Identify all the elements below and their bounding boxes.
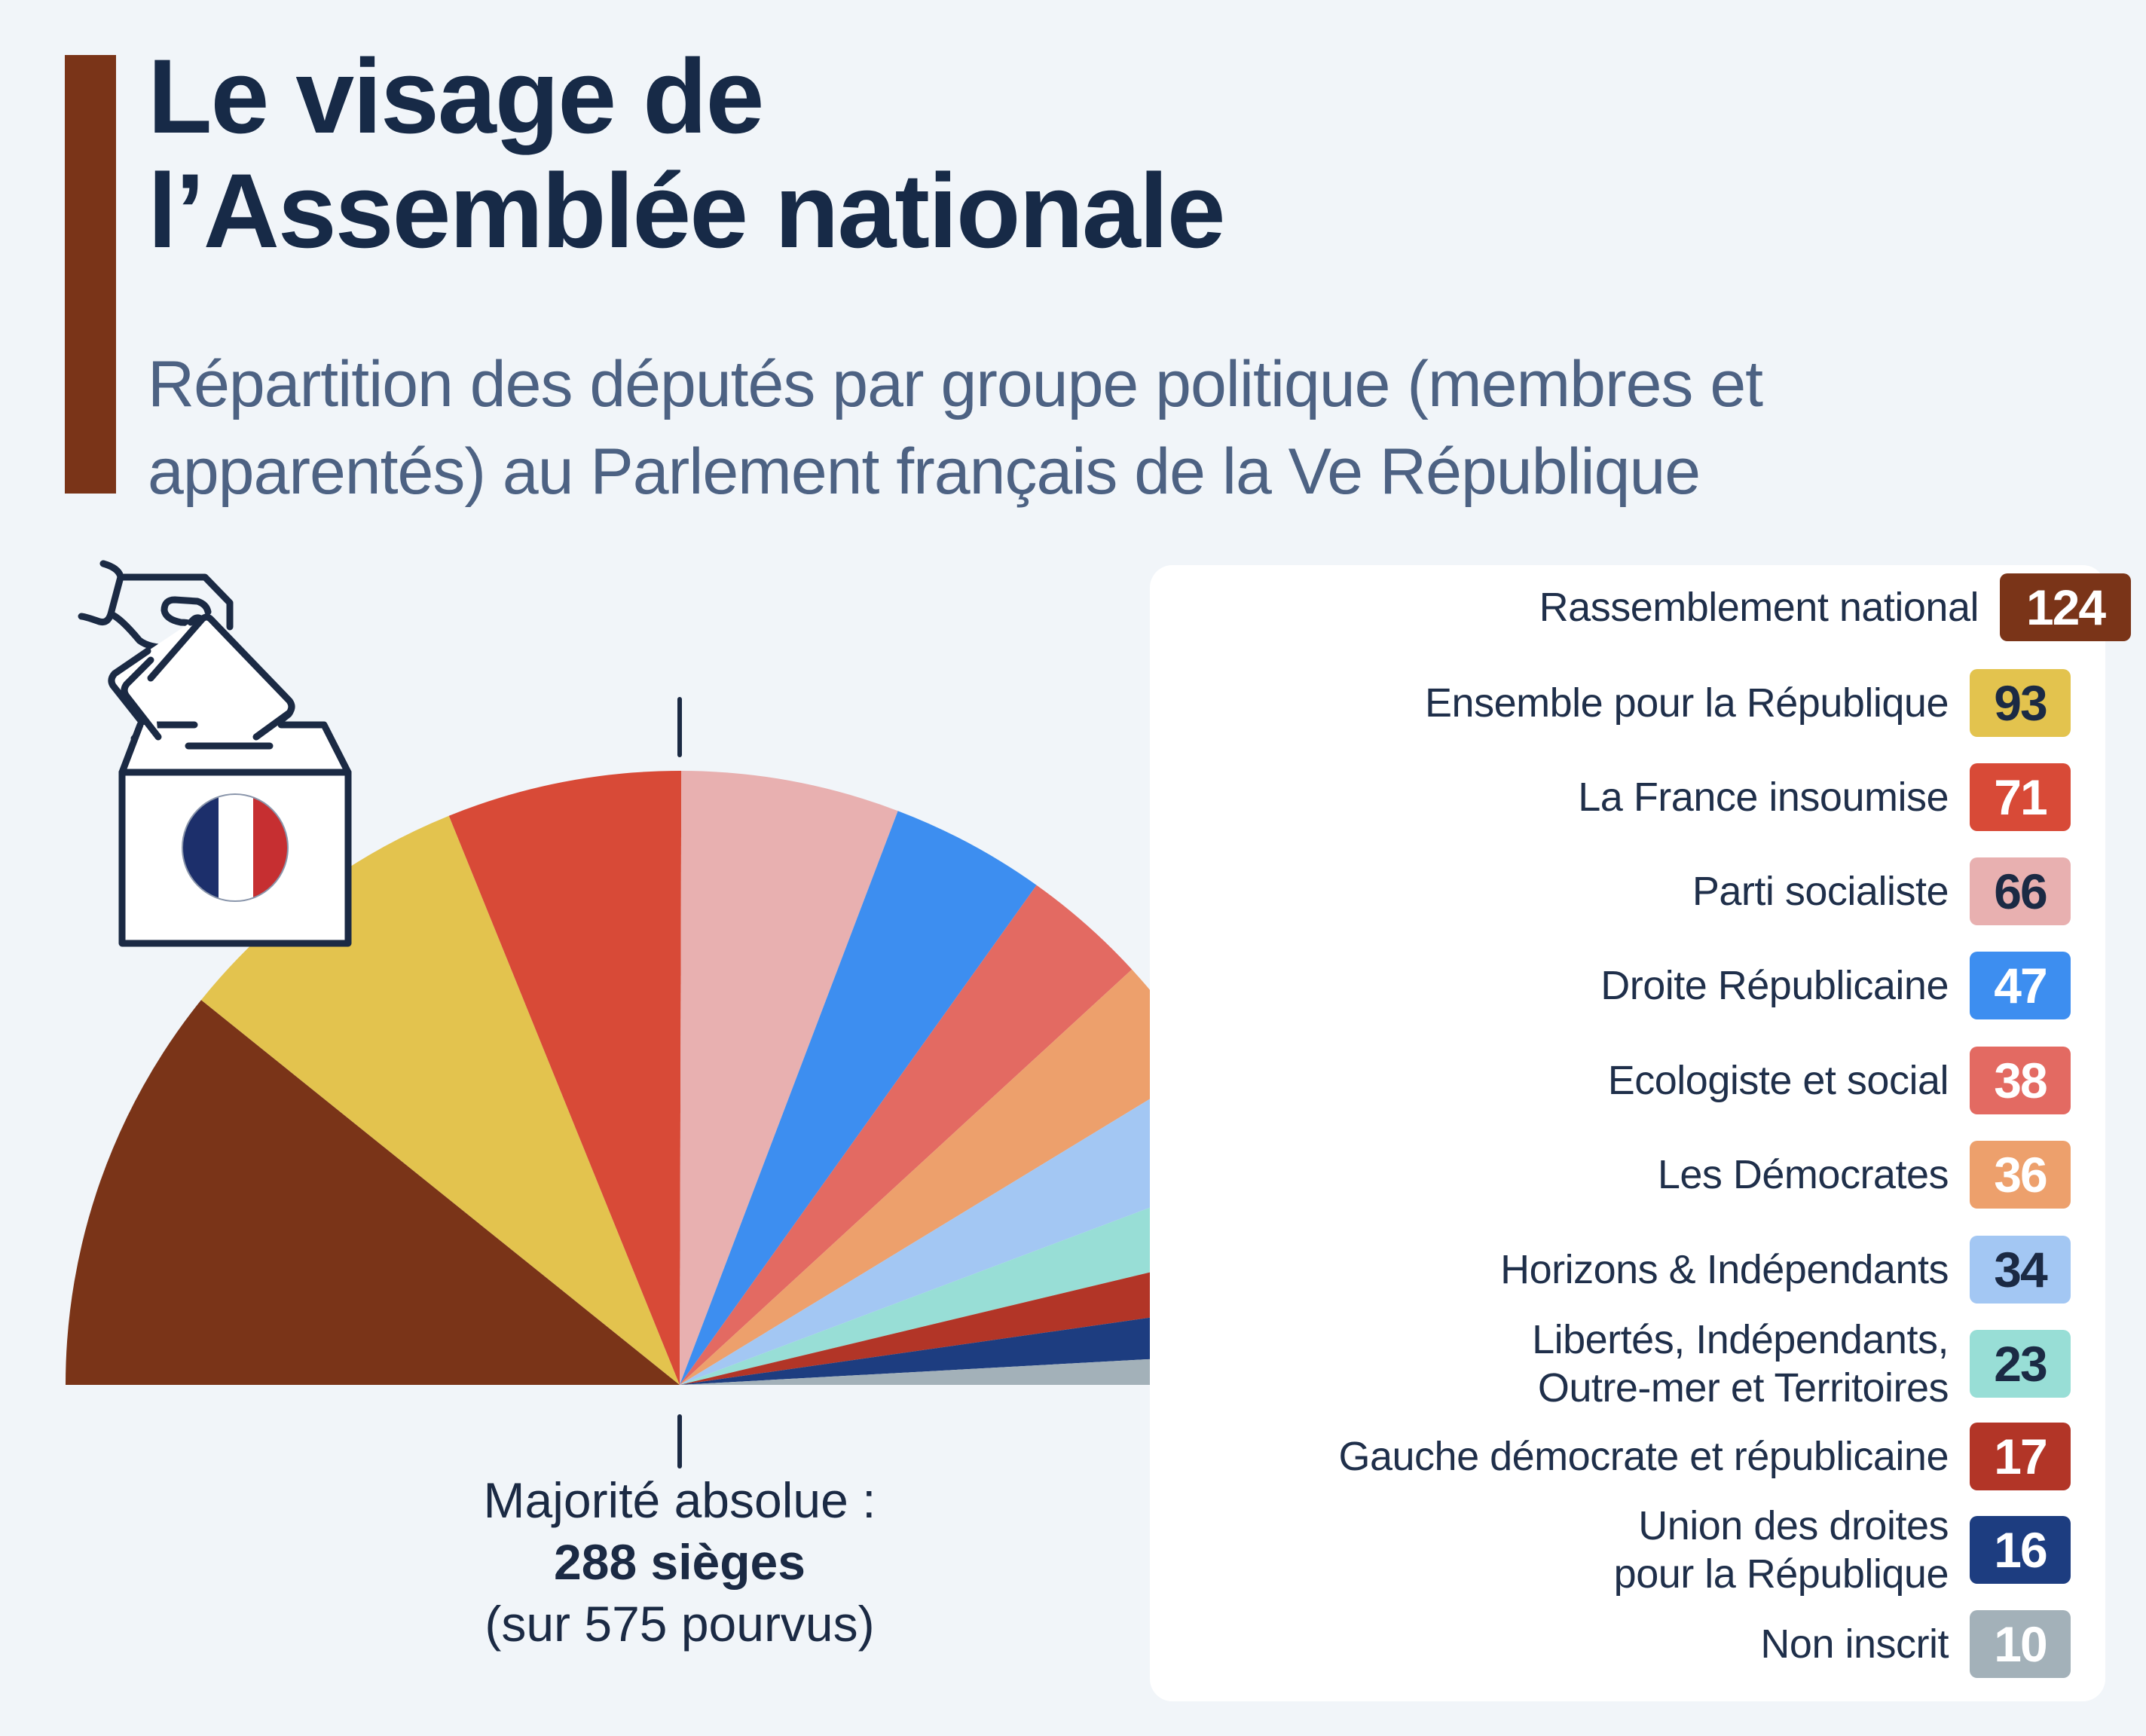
subtitle-line-1: Répartition des députés par groupe polit… [148,348,1763,420]
slice-parti-socialiste [680,771,898,1385]
slice-ensemble-pour-la-republique [200,815,680,1385]
legend-label: Libertés, Indépendants, Outre-mer et Terr… [1532,1316,1949,1412]
legend-item: Libertés, Indépendants, Outre-mer et Terr… [1532,1316,2071,1412]
seat-count-badge: 93 [1970,669,2071,737]
legend-panel: Rassemblement national 124 Ensemble pour l… [1150,565,2131,1701]
seat-count-badge: 34 [1970,1236,2071,1304]
slice-horizons-independants [680,1065,1255,1385]
seat-count-badge: 38 [1970,1047,2071,1114]
slice-libertes-independants-outre-mer-et-territoires [680,1168,1277,1385]
slice-union-des-droites-pour-la-republique [680,1297,1293,1385]
legend-item: Parti socialiste 66 [1692,857,2071,925]
legend-label-line: Ecologiste et social [1607,1058,1949,1103]
legend-label: La France insoumise [1578,773,1949,821]
seat-count-badge: 36 [1970,1141,2071,1209]
legend-label: Parti socialiste [1692,867,1949,915]
seat-count-badge: 71 [1970,763,2071,831]
slice-non-inscrit [680,1351,1294,1385]
slice-la-france-insoumise [448,770,682,1385]
hemicycle-slices [66,770,1294,1385]
legend-label-line: Ensemble pour la République [1425,680,1949,726]
legend-item: Gauche démocrate et républicaine 17 [1338,1423,2071,1490]
legend-label: Non inscrit [1760,1620,1949,1668]
legend-item: Les Démocrates 36 [1658,1141,2071,1209]
legend-item: Union des droites pour la République 16 [1614,1502,2071,1598]
legend-label: Union des droites pour la République [1614,1502,1949,1598]
legend-label-line: Non inscrit [1760,1621,1949,1667]
legend-item: Rassemblement national 124 [1539,573,2131,641]
legend-item: Droite Républicaine 47 [1600,952,2071,1019]
legend-label: Les Démocrates [1658,1151,1949,1199]
seat-count-badge: 66 [1970,857,2071,925]
slice-les-democrates [680,969,1205,1385]
legend-label-line: Libertés, Indépendants, [1532,1317,1949,1362]
legend-item: Non inscrit 10 [1760,1610,2071,1678]
legend-label-line: Parti socialiste [1692,869,1949,914]
legend-label-line: pour la République [1613,1551,1949,1597]
slice-rassemblement-national [66,1000,680,1385]
title-accent-bar [65,55,116,494]
majority-total: (sur 575 pourvus) [485,1596,875,1652]
slice-ecologiste-et-social [680,885,1133,1385]
majority-annotation: Majorité absolue : 288 sièges (sur 575 p… [378,1469,981,1655]
legend-label-line: Outre-mer et Territoires [1537,1365,1949,1410]
majority-seats: 288 sièges [554,1534,806,1590]
legend-item: Ensemble pour la République 93 [1425,669,2071,737]
legend-label: Horizons & Indépendants [1500,1245,1949,1294]
title-line-2: l’Assemblée nationale [148,151,1226,270]
seat-count-badge: 17 [1970,1423,2071,1490]
legend-item: La France insoumise 71 [1578,763,2071,831]
seat-count-badge: 47 [1970,952,2071,1019]
page-title: Le visage de l’Assemblée nationale [148,37,1226,270]
legend-label-line: Union des droites [1638,1503,1949,1548]
legend-item: Ecologiste et social 38 [1608,1047,2071,1114]
majority-label: Majorité absolue : [483,1472,876,1528]
slice-gauche-democrate-et-republicaine [680,1242,1288,1385]
seat-count-badge: 124 [2000,573,2131,641]
legend-label-line: La France insoumise [1578,775,1949,820]
legend-label: Droite Républicaine [1600,961,1949,1010]
seat-count-badge: 23 [1970,1330,2071,1398]
legend-label-line: Droite Républicaine [1600,963,1949,1008]
legend-label: Ecologiste et social [1608,1056,1949,1105]
seat-count-badge: 10 [1970,1610,2071,1678]
legend-label-line: Gauche démocrate et républicaine [1338,1434,1949,1479]
legend-label: Rassemblement national [1539,583,1979,631]
legend-label-line: Les Démocrates [1657,1152,1949,1197]
title-line-1: Le visage de [148,37,764,155]
legend-item: Horizons & Indépendants 34 [1500,1236,2071,1304]
ballot-card [121,613,295,741]
legend-label: Ensemble pour la République [1425,679,1949,727]
legend-label: Gauche démocrate et républicaine [1338,1432,1949,1481]
legend-label-line: Rassemblement national [1539,585,1979,630]
seat-count-badge: 16 [1970,1516,2071,1584]
subtitle-line-2: apparentés) au Parlement français de la … [148,436,1701,508]
page-subtitle: Répartition des députés par groupe polit… [148,341,2122,515]
slice-droite-republicaine [680,811,1037,1385]
legend-label-line: Horizons & Indépendants [1500,1247,1949,1292]
